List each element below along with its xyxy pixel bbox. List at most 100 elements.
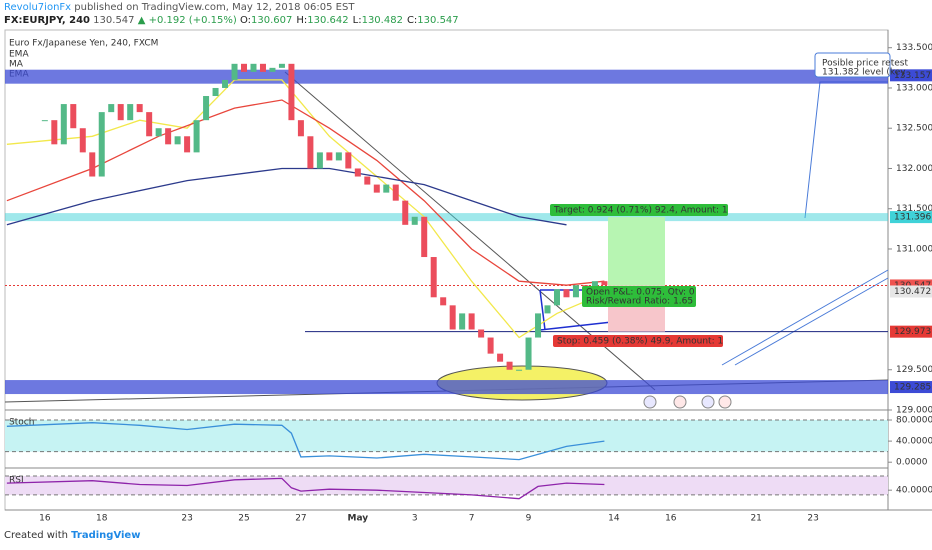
- price-tag-label: 131.396: [894, 213, 931, 223]
- ohlc-label: L:: [352, 15, 362, 26]
- published: published on TradingView.com, May 12, 20…: [74, 2, 355, 13]
- price: 130.547: [93, 15, 135, 26]
- projection-line: [721, 81, 889, 366]
- series-line: [6, 99, 605, 286]
- y-tick-label: 133.500: [896, 43, 932, 53]
- legend-entry: MA: [9, 60, 24, 70]
- annotation-box: [582, 295, 696, 307]
- level-band: [5, 213, 888, 222]
- candle: [89, 152, 96, 177]
- target-zone: [608, 217, 665, 286]
- y-tick-label: 131.000: [896, 244, 932, 254]
- band: [5, 420, 888, 452]
- y-tick-label: 129.000: [896, 406, 932, 416]
- ohlc-value: 130.482: [361, 15, 403, 26]
- note-box: [814, 52, 891, 78]
- x-tick-label: 23: [807, 514, 818, 524]
- candle: [70, 104, 77, 129]
- footer-text: Created with: [4, 530, 68, 541]
- candle: [259, 63, 266, 72]
- series-line: [6, 422, 605, 461]
- candle: [487, 337, 494, 354]
- y-tick-label: 133.000: [896, 83, 932, 93]
- candle: [203, 96, 210, 121]
- candle: [326, 152, 333, 161]
- y-tick-label: 40.0000: [896, 486, 932, 496]
- candle: [402, 200, 409, 225]
- x-tick-label: 27: [295, 514, 306, 524]
- y-tick-label: 129.500: [896, 365, 932, 375]
- candle: [601, 281, 608, 286]
- price-tag: [890, 285, 932, 298]
- price-tag: [890, 69, 932, 82]
- price-tag: [890, 381, 932, 394]
- candle: [440, 297, 447, 306]
- candle: [193, 120, 200, 153]
- y-tick-label: 40.0000: [896, 437, 932, 447]
- y-tick-label: 0.0000: [896, 458, 928, 468]
- price-tag-label: 130.472: [894, 287, 931, 297]
- header: Revolu7ionFx published on TradingView.co…: [4, 1, 463, 27]
- candle: [591, 281, 598, 290]
- band: [5, 476, 888, 495]
- candle: [60, 104, 67, 145]
- candle: [288, 63, 295, 121]
- candle: [506, 361, 513, 370]
- price-tag-label: 129.285: [894, 383, 931, 393]
- candle: [335, 152, 342, 161]
- price-tag-label: 129.973: [894, 327, 931, 337]
- candle: [525, 337, 532, 370]
- candle: [184, 136, 191, 153]
- x-tick-label: 23: [181, 514, 192, 524]
- candle: [278, 63, 285, 68]
- candle: [563, 289, 570, 298]
- candle: [117, 104, 124, 121]
- y-tick-label: 132.500: [896, 124, 932, 134]
- candle: [411, 216, 418, 225]
- x-tick-label: 16: [39, 514, 51, 524]
- candle: [98, 112, 105, 177]
- ohlc-label: O:: [239, 15, 252, 26]
- pane-title: Stoch: [9, 418, 34, 428]
- candle: [383, 184, 390, 193]
- candle: [51, 120, 58, 145]
- x-tick-label: 16: [665, 514, 677, 524]
- ohlc-value: 130.547: [417, 15, 459, 26]
- y-tick-label: 80.0000: [896, 416, 932, 426]
- price-tag: [890, 325, 932, 338]
- events[interactable]: [643, 395, 732, 409]
- ohlc: O:130.607 H:130.642 L:130.482 C:130.547: [240, 15, 463, 26]
- legend-entry: EMA: [9, 50, 29, 60]
- candle: [430, 257, 437, 298]
- series-line: [6, 79, 605, 339]
- candle: [165, 128, 172, 145]
- series-line: [6, 167, 567, 226]
- candle: [459, 313, 466, 330]
- level-band: [5, 69, 888, 84]
- annotation-box: [553, 335, 723, 347]
- change: +0.192 (+0.15%): [148, 15, 237, 26]
- x-tick-label: 25: [238, 514, 249, 524]
- x-tick-label: 21: [750, 514, 761, 524]
- candle: [231, 63, 238, 80]
- candle: [79, 128, 86, 153]
- candle: [250, 63, 257, 72]
- candle: [41, 120, 48, 122]
- ohlc-label: C:: [406, 15, 418, 26]
- candle: [478, 329, 485, 338]
- candle: [544, 305, 551, 314]
- annotation: Risk/Reward Ratio: 1.65: [586, 297, 693, 307]
- candle: [316, 152, 323, 169]
- ohlc-value: 130.642: [307, 15, 349, 26]
- candle: [127, 104, 134, 121]
- ohlc-value: 130.607: [251, 15, 293, 26]
- candle: [136, 104, 143, 113]
- candle: [392, 184, 399, 201]
- pane-title: RSI: [9, 476, 24, 486]
- note: Posible price retest: [822, 59, 908, 69]
- candle: [421, 216, 428, 258]
- arrow: ▲: [137, 15, 146, 26]
- author[interactable]: Revolu7ionFx: [4, 2, 72, 13]
- brand[interactable]: TradingView: [71, 530, 141, 541]
